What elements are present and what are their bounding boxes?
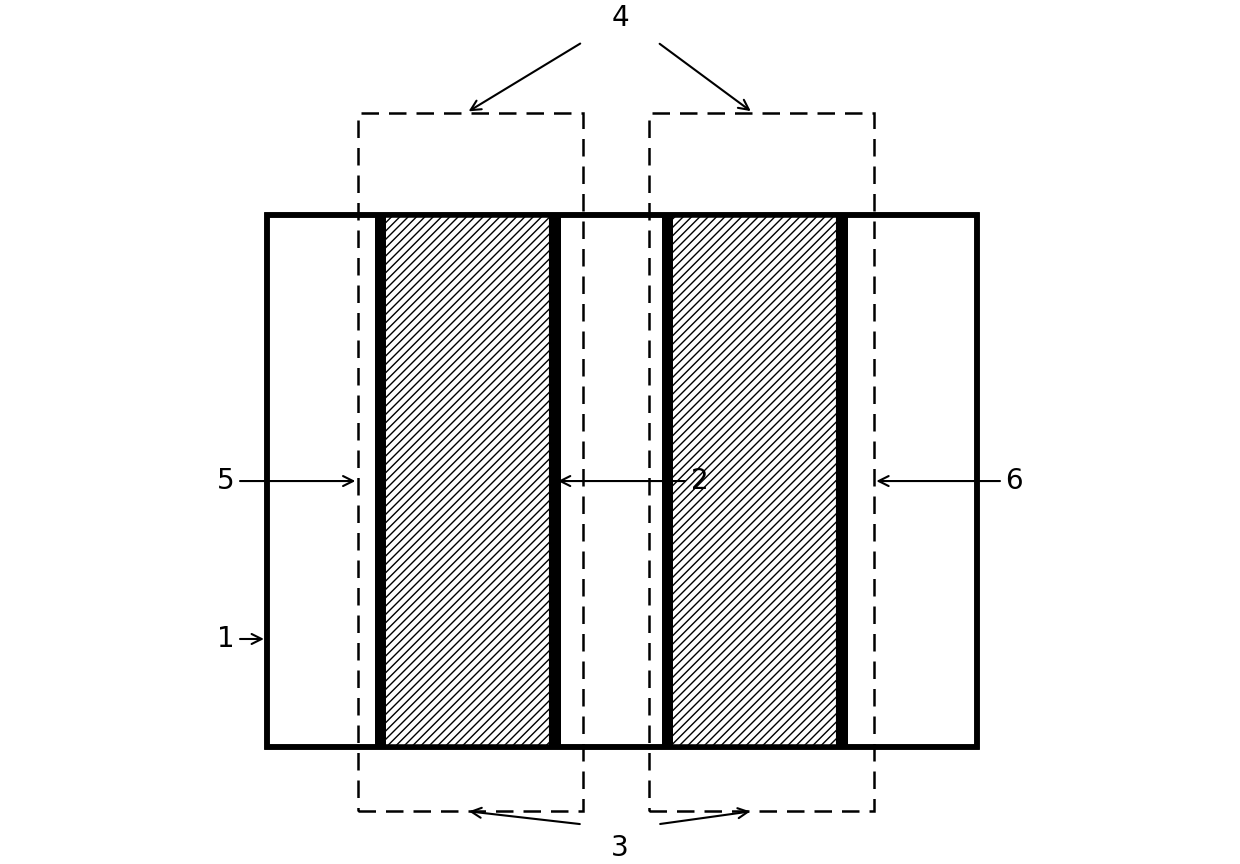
Text: 1: 1	[217, 625, 262, 653]
Bar	[381, 215, 387, 747]
Bar	[374, 215, 381, 747]
Bar	[358, 113, 583, 811]
Bar	[383, 215, 549, 747]
Text: 2: 2	[560, 467, 708, 495]
Text: 3: 3	[611, 835, 629, 862]
Bar	[556, 215, 560, 747]
Bar	[649, 113, 873, 811]
Bar	[842, 215, 848, 747]
Bar	[836, 215, 842, 747]
Bar	[670, 215, 836, 747]
Bar	[267, 215, 977, 747]
Bar	[662, 215, 667, 747]
Bar	[267, 215, 977, 747]
Text: 6: 6	[879, 467, 1023, 495]
Text: 5: 5	[217, 467, 353, 495]
Bar	[667, 215, 673, 747]
Text: 4: 4	[611, 4, 629, 32]
Bar	[549, 215, 556, 747]
